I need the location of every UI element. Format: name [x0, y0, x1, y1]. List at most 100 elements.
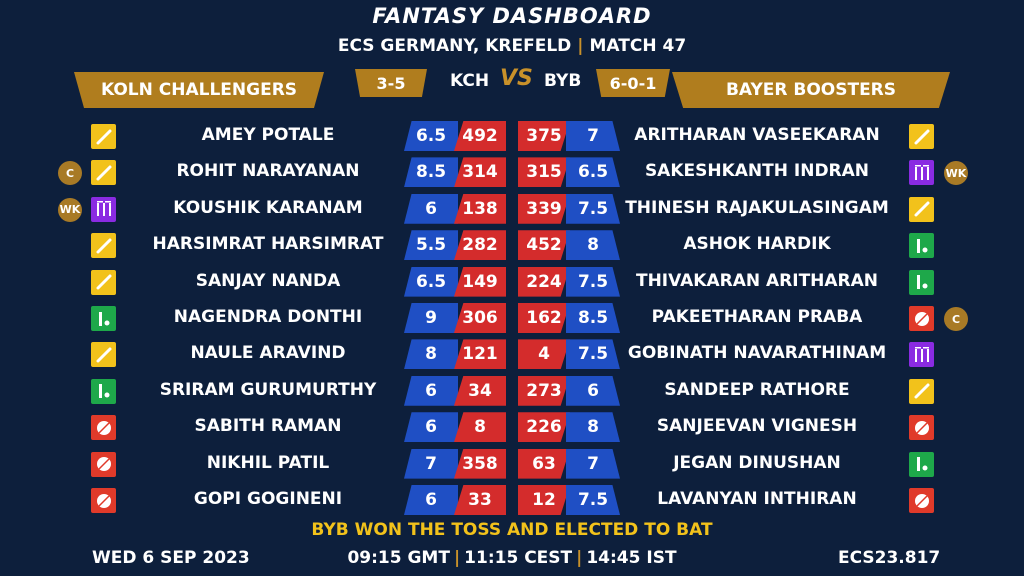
- all-rounder-icon: [909, 269, 934, 295]
- away-team-record: 6-0-1: [596, 69, 670, 97]
- wicket-stumps-icon: [909, 342, 934, 368]
- home-player-name: AMEY POTALE: [201, 125, 335, 145]
- cricket-ball-icon: [909, 415, 934, 441]
- home-player-points: 314: [454, 157, 506, 188]
- time-gmt: 09:15 GMT: [347, 548, 450, 568]
- home-player-name: NAGENDRA DONTHI: [173, 307, 363, 327]
- home-player-points: 358: [454, 448, 506, 479]
- home-player-points: 282: [454, 230, 506, 261]
- home-player-credits: 6: [404, 375, 458, 406]
- vs-logo: VS: [500, 66, 533, 91]
- home-player-credits: 6.5: [404, 121, 458, 151]
- home-player-credits: 8: [404, 339, 458, 370]
- home-player-credits: 6: [404, 193, 458, 224]
- player-row: GOPI GOGINENI 6 33 12 7.5 LAVANYAN INTHIRAN: [0, 482, 1024, 518]
- player-row: AMEY POTALE 6.5 492 375 7 ARITHARAN VASEEKARA…: [0, 118, 1024, 154]
- home-player-name: KOUSHIK KARANAM: [173, 197, 363, 218]
- match-number: MATCH 47: [589, 36, 687, 56]
- away-player-credits: 7.5: [566, 193, 620, 224]
- cricket-bat-icon: [909, 196, 934, 222]
- wicket-stumps-icon: [909, 160, 934, 186]
- cricket-ball-icon: [909, 488, 934, 513]
- separator: |: [577, 36, 584, 56]
- home-player-points: 306: [454, 303, 506, 333]
- time-ist: 14:45 IST: [586, 548, 677, 568]
- home-player-name: SANJAY NANDA: [195, 270, 341, 291]
- away-player-name: PAKEETHARAN PRABA: [651, 307, 863, 327]
- away-player-points: 273: [518, 375, 570, 406]
- cricket-bat-icon: [91, 269, 116, 295]
- away-player-credits: 8: [566, 412, 620, 443]
- away-player-credits: 7.5: [566, 266, 620, 297]
- away-player-points: 224: [518, 266, 570, 297]
- cricket-bat-icon: [91, 233, 116, 259]
- away-player-name: GOBINATH NAVARATHINAM: [627, 343, 887, 364]
- home-team-record: 3-5: [355, 69, 427, 97]
- home-team-banner: KOLN CHALLENGERS: [74, 72, 324, 108]
- away-player-name: THINESH RAJAKULASINGAM: [625, 197, 889, 218]
- all-rounder-icon: [909, 451, 934, 477]
- match-date: WED 6 SEP 2023: [92, 548, 250, 568]
- home-player-name: HARSIMRAT HARSIMRAT: [152, 234, 384, 255]
- away-player-points: 63: [518, 448, 570, 479]
- away-player-name: ARITHARAN VASEEKARAN: [634, 125, 880, 145]
- cricket-bat-icon: [909, 378, 934, 404]
- away-player-credits: 7: [566, 121, 620, 151]
- away-player-credits: 8: [566, 230, 620, 261]
- home-player-name: NAULE ARAVIND: [190, 343, 346, 364]
- away-player-credits: 8.5: [566, 303, 620, 333]
- home-player-credits: 6: [404, 412, 458, 443]
- player-row: NAULE ARAVIND 8 121 4 7.5 GOBINATH NAVARATHIN…: [0, 336, 1024, 372]
- away-player-name: SAKESHKANTH INDRAN: [644, 161, 870, 182]
- home-player-points: 149: [454, 266, 506, 297]
- home-player-credits: 7: [404, 448, 458, 479]
- away-wk-badge: WK: [944, 161, 968, 186]
- away-player-points: 452: [518, 230, 570, 261]
- home-player-points: 121: [454, 339, 506, 370]
- home-player-credits: 8.5: [404, 157, 458, 188]
- home-wk-badge: WK: [58, 197, 82, 222]
- toss-result: BYB WON THE TOSS AND ELECTED TO BAT: [311, 520, 713, 540]
- home-player-name: GOPI GOGINENI: [193, 489, 343, 509]
- player-row: WK KOUSHIK KARANAM 6 138 339 7.5 THINESH RAJAK…: [0, 191, 1024, 227]
- away-player-credits: 6: [566, 375, 620, 406]
- cricket-ball-icon: [91, 488, 116, 513]
- home-player-points: 8: [454, 412, 506, 443]
- player-row: NAGENDRA DONTHI 9 306 162 8.5 PAKEETHARAN PRA…: [0, 300, 1024, 336]
- match-subtitle: ECS GERMANY, KREFELD | MATCH 47: [0, 36, 1024, 56]
- home-c-badge: C: [58, 161, 82, 186]
- away-player-name: THIVAKARAN ARITHARAN: [635, 270, 879, 291]
- away-player-name: ASHOK HARDIK: [683, 234, 831, 255]
- all-rounder-icon: [91, 378, 116, 404]
- player-row: C ROHIT NARAYANAN 8.5 314 315 6.5 SAKESHKANTH …: [0, 154, 1024, 190]
- separator: |: [576, 548, 583, 568]
- away-team-abbr: BYB: [544, 71, 582, 91]
- cricket-bat-icon: [909, 124, 934, 149]
- player-row: NIKHIL PATIL 7 358 63 7 JEGAN DINUSHAN: [0, 446, 1024, 482]
- home-player-points: 34: [454, 375, 506, 406]
- away-team-banner: BAYER BOOSTERS: [672, 72, 950, 108]
- cricket-ball-icon: [909, 306, 934, 331]
- away-player-name: JEGAN DINUSHAN: [673, 452, 841, 473]
- away-player-points: 315: [518, 157, 570, 188]
- home-player-name: SABITH RAMAN: [194, 416, 342, 437]
- away-player-credits: 7.5: [566, 485, 620, 515]
- all-rounder-icon: [91, 306, 116, 331]
- player-row: HARSIMRAT HARSIMRAT 5.5 282 452 8 ASHOK HARDI…: [0, 227, 1024, 263]
- away-player-name: LAVANYAN INTHIRAN: [657, 489, 857, 509]
- cricket-bat-icon: [91, 342, 116, 368]
- home-player-credits: 6: [404, 485, 458, 515]
- player-row: SRIRAM GURUMURTHY 6 34 273 6 SANDEEP RATHORE: [0, 373, 1024, 409]
- away-player-points: 12: [518, 485, 570, 515]
- home-player-name: ROHIT NARAYANAN: [176, 161, 360, 182]
- cricket-ball-icon: [91, 415, 116, 441]
- venue-text: ECS GERMANY, KREFELD: [337, 36, 572, 56]
- separator: |: [453, 548, 461, 568]
- cricket-bat-icon: [91, 124, 116, 149]
- home-player-points: 33: [454, 485, 506, 515]
- away-player-credits: 7: [566, 448, 620, 479]
- away-player-points: 4: [518, 339, 570, 370]
- player-row: SANJAY NANDA 6.5 149 224 7.5 THIVAKARAN ARITH…: [0, 264, 1024, 300]
- away-c-badge: C: [944, 307, 968, 331]
- match-code: ECS23.817: [838, 548, 941, 568]
